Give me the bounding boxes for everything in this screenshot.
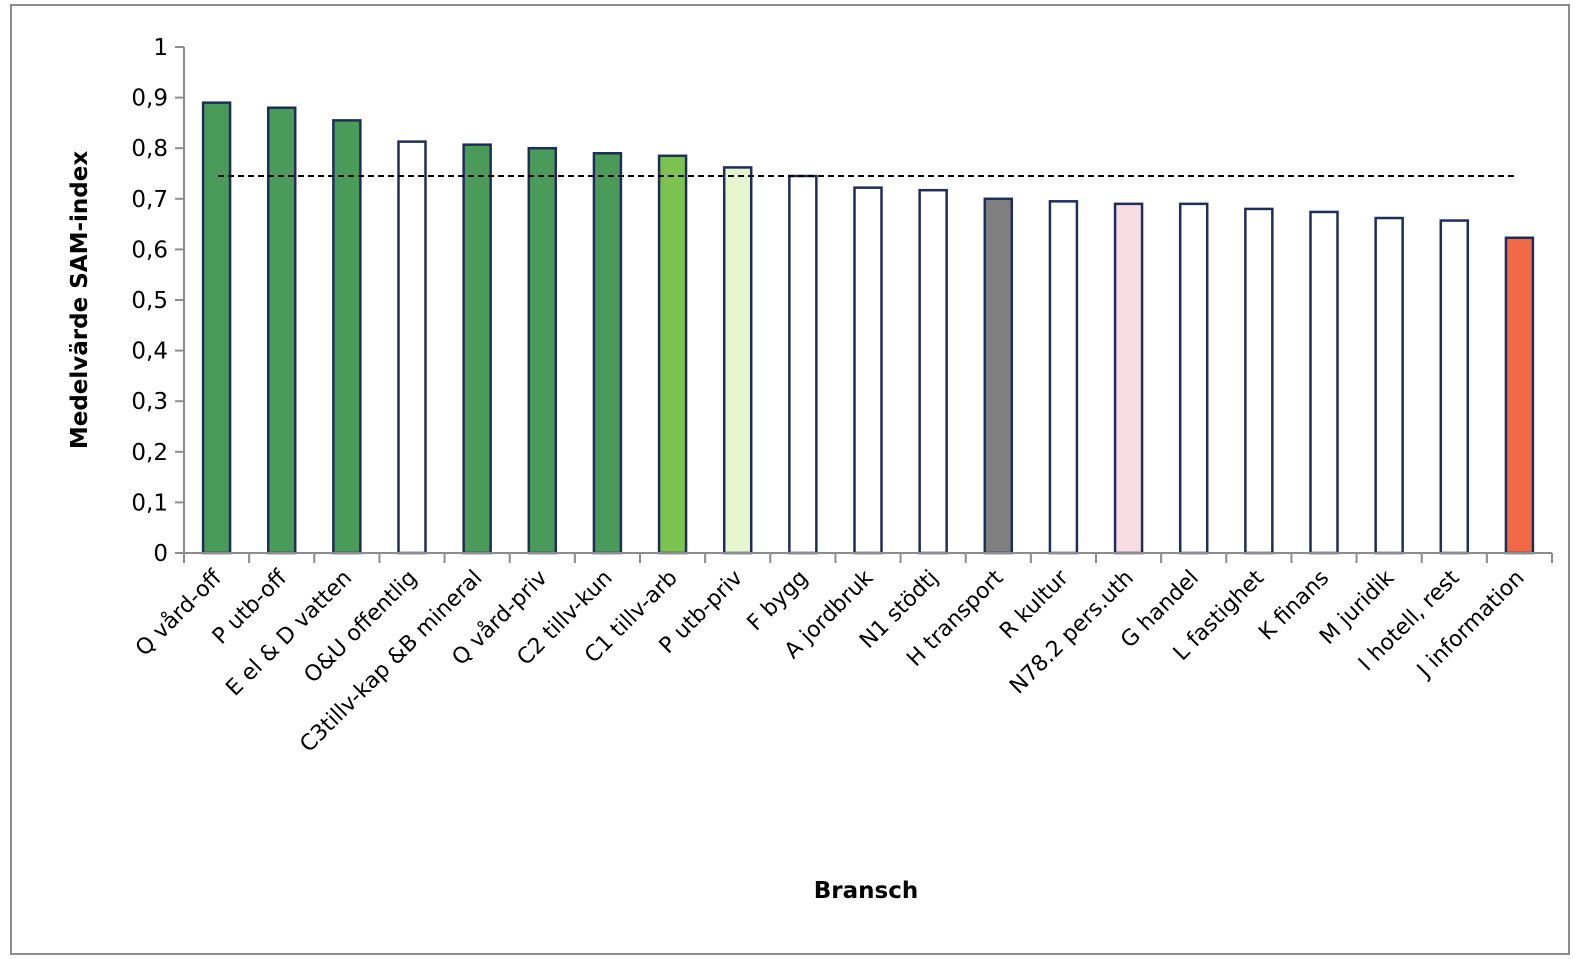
bar	[853, 186, 883, 555]
category-label: O&U offentlig	[300, 566, 423, 689]
x-axis-ticks	[183, 553, 1553, 563]
bar	[788, 174, 818, 555]
bar	[722, 166, 753, 555]
bar	[1113, 202, 1144, 555]
y-tick-label: 0,1	[131, 490, 168, 516]
y-axis-title: Medelvärde SAM-index	[67, 151, 93, 449]
y-tick-label: 0,5	[131, 288, 168, 314]
y-tick-label: 0,8	[131, 136, 168, 162]
y-tick-label: 0	[153, 541, 168, 567]
y-tick-label: 0,6	[131, 237, 168, 263]
y-tick-label: 0,9	[131, 86, 168, 112]
y-tick-label: 0,2	[131, 440, 168, 466]
bar	[1374, 216, 1404, 555]
bar	[332, 119, 362, 555]
bar	[1439, 219, 1470, 555]
bar	[1048, 200, 1079, 555]
bar	[1504, 236, 1535, 555]
y-tick-label: 0,7	[131, 187, 168, 213]
bar	[657, 154, 688, 555]
bar	[266, 106, 297, 555]
bar	[462, 143, 492, 555]
bar	[1178, 202, 1209, 555]
y-tick-label: 0,4	[131, 339, 168, 365]
y-axis-ticks: 0 0,1 0,2 0,3 0,4 0,5 0,6 0,7 0,8 0,9 1	[131, 35, 184, 567]
bars	[201, 101, 1535, 555]
bar	[983, 197, 1014, 555]
bar	[1244, 207, 1274, 555]
bar	[1309, 210, 1339, 555]
bar	[397, 140, 427, 555]
y-tick-label: 1	[153, 35, 168, 61]
bar	[201, 101, 232, 555]
bar	[918, 188, 948, 555]
x-axis-title: Bransch	[814, 878, 918, 904]
y-tick-label: 0,3	[131, 389, 168, 415]
category-label: Q vård-off	[130, 564, 227, 661]
bar	[592, 152, 623, 555]
bar	[527, 146, 558, 555]
